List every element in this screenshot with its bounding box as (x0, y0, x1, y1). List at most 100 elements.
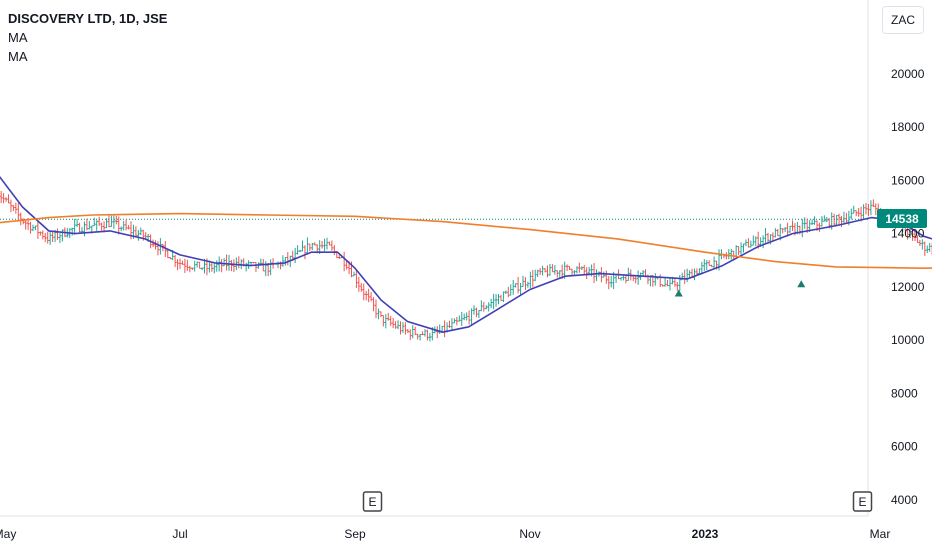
ohlc-bar (225, 254, 228, 271)
ma-legend-2[interactable]: MA (8, 49, 28, 64)
ohlc-bar (774, 228, 777, 238)
signal-markers (674, 280, 806, 297)
ohlc-bar (543, 268, 547, 273)
ohlc-bar (695, 268, 699, 275)
ohlc-bar (605, 270, 608, 284)
ohlc-bar (193, 260, 196, 272)
ohlc-bar (610, 276, 613, 288)
ohlc-bar (467, 310, 471, 325)
ohlc-bar (705, 260, 708, 271)
ohlc-bar (244, 262, 248, 272)
ohlc-bar (477, 310, 481, 319)
ohlc-bar (100, 222, 103, 231)
ohlc-bar (0, 190, 3, 204)
ohlc-bar (75, 219, 79, 228)
ohlc-bar (565, 264, 569, 272)
time-tick-label: Sep (344, 527, 366, 541)
ohlc-bar (864, 203, 868, 215)
ohlc-bar (659, 274, 662, 288)
earnings-flag[interactable]: E (852, 491, 873, 512)
ohlc-bar (440, 325, 444, 332)
ohlc-bar (51, 231, 54, 242)
ohlc-bar (421, 331, 424, 336)
ohlc-bar (97, 216, 101, 226)
ohlc-bar (188, 265, 191, 273)
ohlc-bar (845, 212, 848, 224)
ohlc-bar (913, 230, 917, 241)
ohlc-bar (313, 242, 316, 246)
ohlc-bar (41, 230, 44, 240)
plot-area (0, 0, 869, 517)
ohlc-bar (764, 228, 767, 245)
ohlc-bar (781, 228, 784, 234)
ohlc-bar (301, 240, 304, 252)
ohlc-bar (460, 311, 463, 327)
earnings-flag[interactable]: E (362, 491, 383, 512)
ohlc-bar (852, 205, 855, 214)
ohlc-bar (2, 193, 5, 204)
ohlc-bar (739, 242, 743, 255)
ohlc-bar (661, 284, 664, 287)
time-axis[interactable]: MayJulSepNov2023MarMayJulSepNov2024 (0, 527, 932, 541)
ohlc-bar (438, 324, 441, 335)
chart-legend: DISCOVERY LTD, 1D, JSE MA MA (8, 9, 167, 66)
currency-button[interactable]: ZAC (882, 6, 924, 34)
earnings-flags[interactable]: EEE (362, 491, 932, 512)
symbol-title[interactable]: DISCOVERY LTD, 1D, JSE (8, 11, 168, 26)
ohlc-bar (127, 225, 130, 230)
ohlc-bar (487, 302, 490, 312)
price-axis[interactable]: 4000 6000 8000 10000 12000 14000 16000 18000 200… (891, 67, 925, 507)
ohlc-bar (34, 225, 37, 231)
ohlc-bar (325, 237, 329, 250)
ohlc-bar (475, 307, 478, 318)
ohlc-bar (115, 215, 118, 225)
ohlc-bar (139, 227, 142, 236)
ohlc-bar (12, 204, 15, 212)
ohlc-bar (191, 267, 194, 271)
ohlc-bar (293, 247, 297, 264)
ohlc-bar (83, 221, 86, 237)
ohlc-bar (169, 256, 172, 260)
ohlc-bar (389, 316, 392, 326)
last-price-label: 14538 (877, 209, 927, 228)
ohlc-bar (372, 297, 375, 312)
ohlc-bar (455, 316, 459, 326)
ohlc-bar (58, 233, 62, 244)
ohlc-bar (521, 275, 525, 288)
ohlc-bar (688, 270, 691, 279)
ohlc-bar (306, 237, 309, 255)
ohlc-bar (93, 217, 96, 227)
ohlc-bar (869, 200, 873, 216)
ohlc-bar (823, 215, 826, 222)
ohlc-bar (803, 217, 806, 229)
ohlc-bar (534, 269, 537, 282)
ohlc-bar (117, 216, 120, 235)
ohlc-bar (303, 245, 307, 260)
signal-triangle (797, 280, 806, 288)
ohlc-bar (365, 290, 368, 301)
ohlc-bar (110, 215, 113, 227)
ohlc-bar (465, 312, 468, 321)
ohlc-bar (730, 248, 733, 260)
ohlc-bar (485, 305, 488, 310)
ohlc-bar (122, 220, 125, 231)
ohlc-bar (208, 260, 211, 273)
ohlc-bar (428, 332, 432, 342)
ohlc-bar (906, 227, 909, 240)
ohlc-bar (580, 266, 583, 271)
ohlc-bar (754, 236, 757, 247)
ohlc-bar (712, 256, 716, 269)
ma-legend-1[interactable]: MA (8, 30, 28, 45)
ohlc-bar (320, 240, 324, 249)
ohlc-bar (213, 262, 216, 274)
ohlc-bar (509, 284, 512, 296)
ohlc-bar (788, 225, 792, 233)
ohlc-bar (436, 326, 439, 339)
ma-line-1 (0, 175, 932, 333)
ohlc-bar (195, 261, 199, 268)
ohlc-bar (181, 260, 184, 265)
ohlc-bar (463, 313, 466, 321)
ohlc-bar (269, 259, 272, 276)
ohlc-bar (267, 263, 270, 277)
